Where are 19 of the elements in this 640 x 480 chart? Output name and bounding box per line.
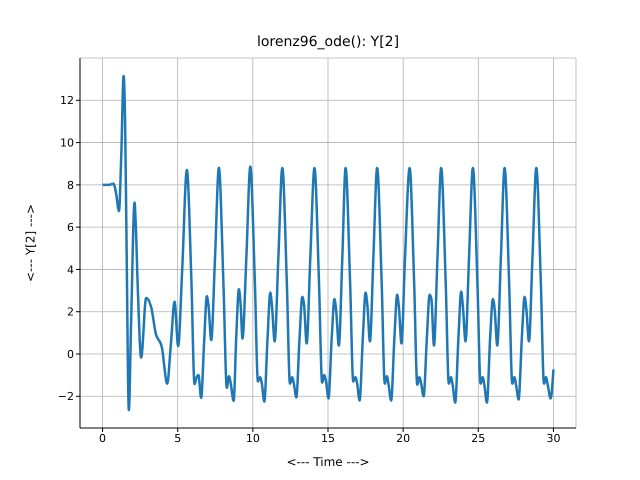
y-tick-label: 0: [67, 348, 74, 361]
y-axis-title: <--- Y[2] --->: [23, 204, 38, 282]
x-axis-title: <--- Time --->: [286, 455, 370, 469]
y-tick-label: 6: [67, 221, 74, 234]
x-tick-label: 25: [471, 432, 486, 445]
y-tick-label: 2: [67, 306, 74, 319]
line-series: [101, 74, 555, 412]
y-tick-label: 10: [60, 136, 74, 150]
y-tick-label: −2: [58, 390, 74, 404]
x-tick-label: 30: [546, 432, 560, 445]
x-tick-label: 5: [174, 432, 182, 445]
x-tick-label: 0: [99, 432, 106, 445]
y-tick-label: 8: [67, 178, 74, 192]
x-tick-label: 20: [396, 432, 410, 445]
chart-title: lorenz96_ode(): Y[2]: [256, 34, 400, 50]
y-tick-label: 4: [67, 263, 74, 276]
x-tick-label: 10: [246, 432, 260, 445]
y-tick-label: 12: [60, 94, 74, 108]
x-tick-label: 15: [321, 432, 335, 445]
